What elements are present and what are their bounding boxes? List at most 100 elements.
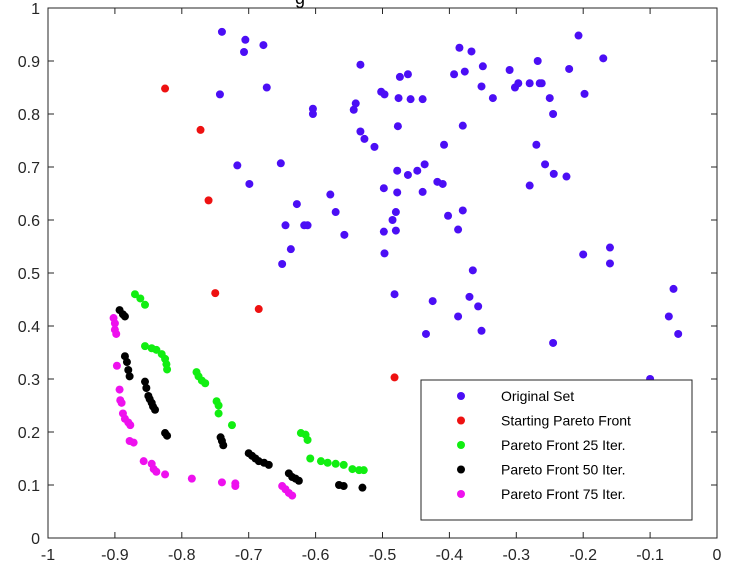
- data-point: [525, 79, 534, 88]
- legend-label: Pareto Front 50 Iter.: [501, 462, 626, 478]
- data-point: [303, 435, 312, 444]
- data-point: [460, 67, 469, 76]
- data-point: [418, 187, 427, 196]
- x-tick-label: -0.5: [369, 547, 397, 564]
- data-point: [117, 398, 126, 407]
- data-point: [406, 95, 415, 104]
- y-tick-label: 0.7: [18, 160, 40, 177]
- data-point: [388, 216, 397, 224]
- x-tick-label: -0.6: [302, 547, 330, 564]
- data-point: [294, 476, 303, 485]
- data-point: [276, 159, 285, 168]
- data-point: [233, 161, 242, 170]
- legend-marker: [457, 490, 465, 498]
- data-point: [465, 292, 474, 301]
- data-point: [306, 454, 315, 463]
- legend-box: [420, 379, 693, 521]
- data-point: [505, 66, 514, 75]
- data-point: [215, 90, 224, 99]
- data-point: [217, 27, 226, 36]
- data-point: [124, 365, 133, 374]
- data-point: [141, 342, 150, 351]
- data-point: [241, 35, 250, 44]
- data-point: [549, 110, 558, 118]
- x-tick-label: 0: [713, 547, 722, 564]
- data-point: [478, 62, 487, 71]
- x-tick-label: -0.7: [235, 547, 263, 564]
- data-point: [574, 31, 583, 40]
- data-point: [444, 211, 453, 220]
- data-point: [214, 401, 223, 410]
- data-point: [142, 384, 151, 393]
- data-point: [340, 230, 349, 239]
- data-point: [349, 105, 358, 114]
- data-point: [339, 482, 348, 491]
- data-point: [455, 43, 464, 52]
- data-point: [541, 160, 550, 169]
- data-point: [379, 184, 388, 193]
- data-point: [129, 438, 138, 447]
- data-point: [380, 90, 389, 99]
- data-point: [240, 47, 249, 56]
- x-tick-label: -0.1: [636, 547, 664, 564]
- y-tick-label: 1: [31, 1, 40, 18]
- data-point: [326, 190, 335, 199]
- data-point: [403, 70, 412, 79]
- data-point: [300, 221, 309, 230]
- data-point: [532, 140, 541, 149]
- data-point: [201, 379, 210, 388]
- data-point: [428, 297, 437, 306]
- legend: Original Set Starting Pareto Front Pareto …: [420, 379, 693, 521]
- data-point: [254, 305, 263, 314]
- data-point: [403, 170, 412, 179]
- y-tick-label: 0.5: [18, 266, 40, 283]
- data-point: [379, 227, 388, 236]
- data-point: [214, 409, 223, 418]
- data-point: [331, 208, 340, 217]
- data-point: [323, 458, 332, 467]
- legend-marker: [457, 465, 465, 474]
- series-5: [109, 314, 297, 500]
- data-point: [152, 345, 161, 354]
- axis-ticks: [47, 7, 718, 539]
- legend-marker: [457, 441, 465, 449]
- data-point: [394, 94, 403, 103]
- data-point: [477, 82, 486, 91]
- data-point: [231, 482, 240, 491]
- data-point: [358, 483, 367, 492]
- y-tick-label: 0.2: [18, 425, 40, 442]
- data-point: [125, 372, 134, 381]
- data-point: [390, 290, 399, 299]
- data-point: [187, 474, 196, 483]
- data-point: [278, 259, 287, 268]
- data-point: [112, 329, 121, 338]
- data-point: [467, 47, 476, 56]
- tick-labels: -1 -0.9 -0.8 -0.7 -0.6 -0.5 -0.4 -0.3 -0.2 -0.1 0 0…: [18, 1, 722, 564]
- y-tick-label: 0.9: [18, 54, 40, 71]
- data-point: [161, 84, 170, 93]
- data-point: [393, 188, 402, 197]
- legend-label: Pareto Front 25 Iter.: [501, 437, 626, 453]
- data-point: [533, 57, 542, 65]
- data-point: [196, 125, 205, 134]
- data-point: [316, 457, 325, 466]
- data-point: [450, 70, 459, 79]
- data-point: [141, 377, 150, 386]
- series-2: [161, 84, 399, 382]
- data-point: [599, 54, 608, 63]
- data-point: [115, 385, 124, 394]
- data-point: [413, 166, 422, 175]
- data-point: [259, 41, 268, 50]
- data-point: [580, 89, 589, 98]
- data-point: [141, 300, 150, 309]
- data-point: [474, 302, 483, 311]
- data-point: [477, 326, 486, 335]
- data-point: [393, 166, 402, 175]
- data-point: [245, 179, 254, 188]
- data-point: [537, 79, 546, 88]
- data-point: [391, 226, 400, 235]
- data-point: [359, 466, 368, 475]
- data-point: [110, 319, 119, 328]
- data-point: [281, 221, 290, 230]
